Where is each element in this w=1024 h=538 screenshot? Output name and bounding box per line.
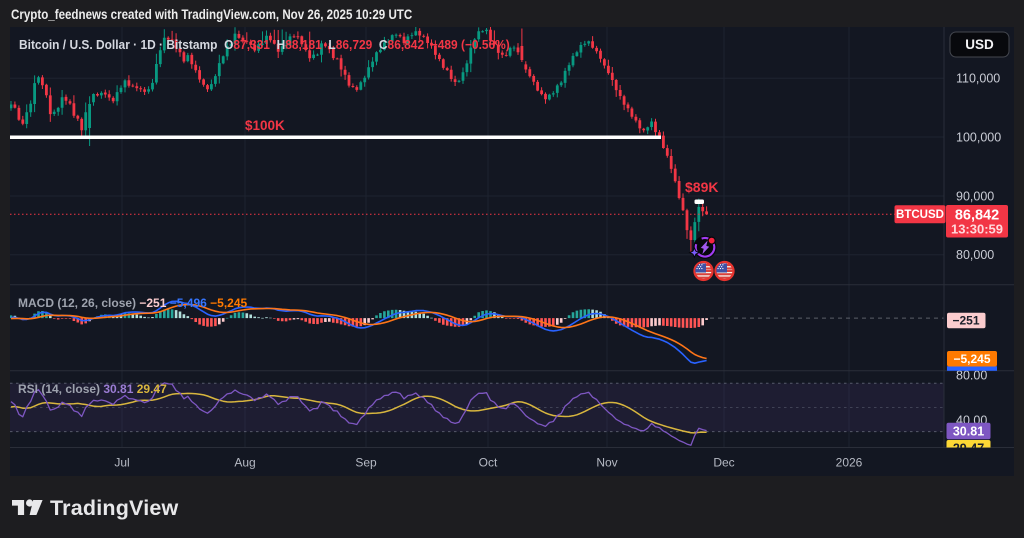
svg-text:100,000: 100,000: [956, 130, 1001, 144]
svg-text:90,000: 90,000: [956, 189, 994, 203]
svg-text:Dec: Dec: [713, 456, 734, 470]
svg-text:Oct: Oct: [479, 456, 498, 470]
svg-text:30.81: 30.81: [953, 425, 984, 439]
svg-text:13:30:59: 13:30:59: [951, 222, 1003, 237]
svg-text:Nov: Nov: [596, 456, 617, 470]
svg-text:Aug: Aug: [234, 456, 255, 470]
svg-text:−251: −251: [952, 314, 979, 328]
svg-text:110,000: 110,000: [956, 72, 1000, 86]
svg-text:86,842: 86,842: [955, 208, 999, 224]
svg-text:80,000: 80,000: [956, 248, 994, 262]
svg-text:−5,245: −5,245: [953, 352, 990, 366]
svg-text:$100K: $100K: [245, 118, 285, 133]
svg-text:$89K: $89K: [685, 179, 718, 195]
svg-text:USD: USD: [965, 37, 994, 52]
svg-text:29.47: 29.47: [953, 442, 984, 456]
svg-text:Jul: Jul: [114, 456, 129, 470]
svg-text:BTCUSD: BTCUSD: [896, 209, 944, 221]
svg-text:Sep: Sep: [355, 456, 377, 470]
svg-text:80.00: 80.00: [956, 368, 987, 382]
svg-text:2026: 2026: [836, 456, 863, 470]
